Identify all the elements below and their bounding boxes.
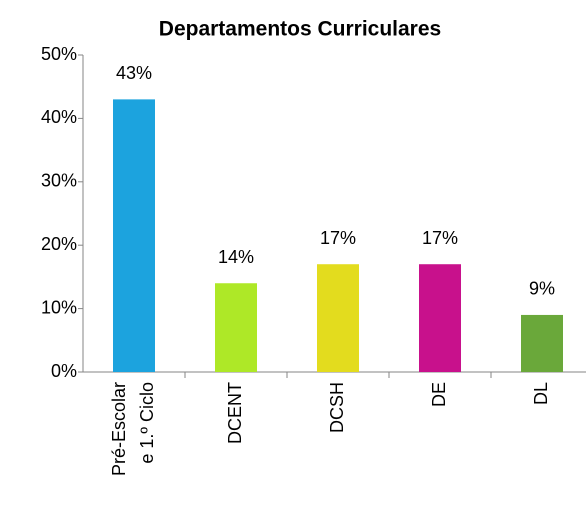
value-label: 17%	[422, 228, 458, 248]
bar	[113, 99, 155, 372]
value-label: 9%	[529, 279, 555, 299]
x-tick-label: DCENT	[225, 382, 245, 444]
x-tick-label: DCSH	[327, 382, 347, 433]
y-tick-label: 40%	[41, 107, 77, 127]
x-tick-label: DL	[531, 382, 551, 405]
y-tick-label: 50%	[41, 44, 77, 64]
bar	[521, 314, 563, 372]
y-tick-label: 10%	[41, 297, 77, 317]
value-label: 17%	[320, 228, 356, 248]
y-tick-label: 0%	[51, 361, 77, 381]
x-tick-label: DE	[429, 382, 449, 407]
chart-title: Departamentos Curriculares	[159, 18, 441, 41]
bar	[317, 264, 359, 372]
value-label: 43%	[116, 63, 152, 83]
bar	[419, 264, 461, 372]
value-label: 14%	[218, 247, 254, 267]
y-tick-label: 20%	[41, 234, 77, 254]
y-tick-label: 30%	[41, 171, 77, 191]
x-tick-label: Pré-Escolar e 1.º Ciclo	[109, 382, 157, 476]
bar	[215, 283, 257, 372]
